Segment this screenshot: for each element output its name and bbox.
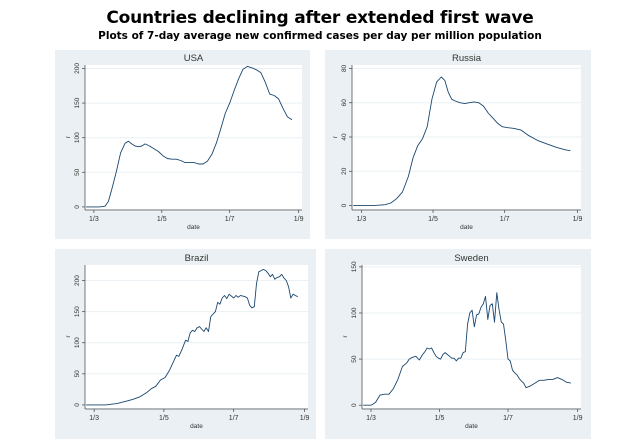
x-tick-label: 1/5 — [435, 415, 445, 422]
y-tick-label: 40 — [341, 133, 348, 141]
x-tick-label: 1/9 — [573, 216, 583, 223]
panel-brazil: Brazil 0 50 100 150 200 1/3 1/5 1/7 1/9 date r — [55, 249, 316, 439]
series-line-sweden — [363, 292, 571, 406]
y-axis-label: r — [66, 336, 72, 338]
x-tick-label: 1/5 — [157, 216, 167, 223]
x-tick-label: 1/9 — [573, 415, 583, 422]
y-tick-label: 60 — [341, 99, 348, 107]
y-tick-label: 0 — [341, 203, 348, 207]
y-tick-label: 100 — [74, 132, 81, 143]
y-tick-label: 100 — [74, 337, 81, 348]
y-tick-label: 0 — [351, 403, 358, 407]
y-tick-label: 50 — [74, 168, 81, 176]
y-axis-label: r — [333, 136, 339, 138]
x-axis-label: date — [465, 423, 478, 430]
chart-subtitle: Plots of 7-day average new confirmed cas… — [98, 30, 542, 42]
x-tick-label: 1/7 — [503, 415, 513, 422]
y-tick-label: 150 — [351, 261, 358, 272]
panel-usa: USA 0 50 100 150 200 1/3 1/5 1/7 1/9 date r — [55, 50, 310, 239]
y-tick-label: 80 — [341, 64, 348, 72]
y-tick-label: 20 — [341, 167, 348, 175]
panel-title: USA — [184, 53, 204, 64]
chart-title: Countries declining after extended first… — [106, 8, 534, 28]
x-tick-label: 1/7 — [500, 216, 510, 223]
x-tick-label: 1/3 — [89, 216, 99, 223]
plot-area — [85, 65, 302, 209]
chart-svg: Sweden 0 50 100 150 1/3 1/5 1/7 1/9 date r — [343, 253, 583, 430]
x-axis-label: date — [187, 224, 200, 231]
x-axis-label: date — [190, 423, 203, 430]
x-tick-label: 1/9 — [300, 415, 310, 422]
x-tick-label: 1/5 — [159, 415, 169, 422]
series-line-russia — [353, 76, 571, 207]
panel-title: Sweden — [454, 253, 488, 264]
y-tick-label: 200 — [74, 63, 81, 74]
y-tick-label: 0 — [74, 403, 81, 407]
x-tick-label: 1/9 — [294, 216, 304, 223]
chart-svg: Russia 0 20 40 60 80 1/3 1/5 1/7 1/9 date r — [333, 53, 583, 231]
y-tick-label: 0 — [74, 205, 81, 209]
plot-area — [362, 265, 581, 408]
panel-sweden: Sweden 0 50 100 150 1/3 1/5 1/7 1/9 date r — [325, 249, 591, 439]
chart-svg: USA 0 50 100 150 200 1/3 1/5 1/7 1/9 date r — [66, 53, 304, 231]
y-tick-label: 150 — [74, 97, 81, 108]
y-tick-label: 50 — [74, 370, 81, 378]
panel-title: Brazil — [185, 253, 209, 264]
panel-title: Russia — [452, 53, 482, 64]
x-tick-label: 1/3 — [357, 216, 367, 223]
x-tick-label: 1/7 — [229, 415, 239, 422]
x-tick-label: 1/3 — [89, 415, 99, 422]
x-axis-label: date — [460, 224, 473, 231]
series-line-usa — [86, 65, 293, 208]
panel-russia: Russia 0 20 40 60 80 1/3 1/5 1/7 1/9 date r — [325, 50, 591, 239]
x-tick-label: 1/5 — [428, 216, 438, 223]
x-tick-label: 1/3 — [366, 415, 376, 422]
y-axis-label: r — [343, 336, 349, 338]
series-line-brazil — [86, 268, 298, 406]
y-tick-label: 150 — [74, 306, 81, 317]
y-tick-label: 100 — [351, 307, 358, 318]
chart-svg: Brazil 0 50 100 150 200 1/3 1/5 1/7 1/9 date r — [66, 253, 310, 430]
y-tick-label: 50 — [351, 355, 358, 363]
y-tick-label: 200 — [74, 275, 81, 286]
y-axis-label: r — [66, 136, 72, 138]
x-tick-label: 1/7 — [225, 216, 235, 223]
plot-area — [85, 265, 308, 408]
